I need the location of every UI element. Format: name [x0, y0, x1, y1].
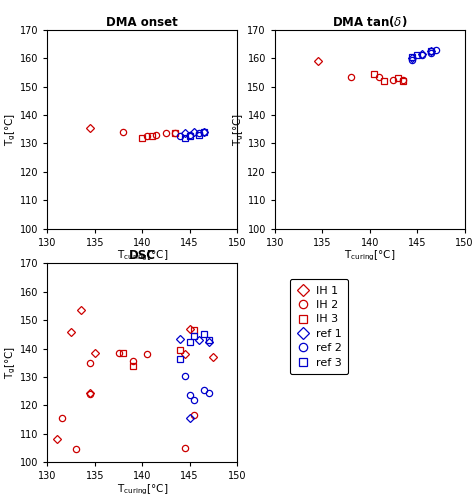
- Title: DMA onset: DMA onset: [106, 15, 178, 29]
- Y-axis label: T$_\mathregular{g}$[°C]: T$_\mathregular{g}$[°C]: [4, 113, 18, 146]
- Y-axis label: T$_\mathregular{g}$[°C]: T$_\mathregular{g}$[°C]: [232, 113, 246, 146]
- X-axis label: T$_\mathregular{curing}$[°C]: T$_\mathregular{curing}$[°C]: [344, 249, 395, 263]
- X-axis label: T$_\mathregular{curing}$[°C]: T$_\mathregular{curing}$[°C]: [117, 249, 168, 263]
- Legend: IH 1, IH 2, IH 3, ref 1, ref 2, ref 3: IH 1, IH 2, IH 3, ref 1, ref 2, ref 3: [290, 279, 348, 374]
- Title: DSC: DSC: [129, 249, 155, 262]
- Title: DMA tan($\delta$): DMA tan($\delta$): [332, 13, 408, 29]
- X-axis label: T$_\mathregular{curing}$[°C]: T$_\mathregular{curing}$[°C]: [117, 483, 168, 497]
- Y-axis label: T$_\mathregular{g}$[°C]: T$_\mathregular{g}$[°C]: [4, 346, 18, 379]
